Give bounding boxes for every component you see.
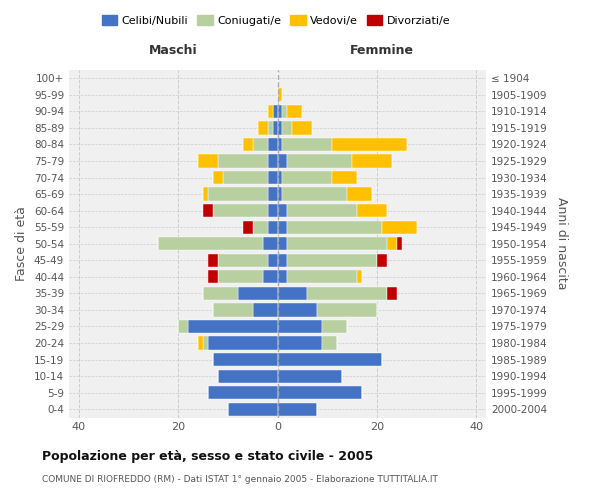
Bar [268, 122, 272, 134]
Bar [287, 220, 382, 234]
Bar [277, 154, 287, 168]
Bar [263, 270, 277, 283]
Bar [203, 287, 238, 300]
Bar [277, 88, 283, 102]
Bar [277, 104, 283, 118]
Bar [287, 154, 352, 168]
Bar [277, 370, 342, 383]
Bar [347, 188, 372, 200]
Bar [208, 188, 268, 200]
Bar [397, 237, 401, 250]
Bar [268, 204, 277, 218]
Bar [277, 138, 283, 151]
Bar [277, 254, 287, 267]
Bar [213, 353, 277, 366]
Bar [203, 188, 208, 200]
Bar [263, 237, 277, 250]
Bar [277, 122, 283, 134]
Y-axis label: Fasce di età: Fasce di età [16, 206, 28, 281]
Bar [268, 254, 277, 267]
Bar [223, 171, 268, 184]
Bar [332, 171, 357, 184]
Bar [387, 237, 397, 250]
Bar [203, 336, 208, 349]
Bar [208, 254, 218, 267]
Bar [158, 237, 263, 250]
Bar [283, 122, 292, 134]
Bar [357, 204, 387, 218]
Bar [283, 104, 287, 118]
Bar [277, 320, 322, 333]
Bar [277, 386, 362, 400]
Bar [218, 370, 277, 383]
Text: Femmine: Femmine [350, 44, 414, 57]
Bar [208, 386, 277, 400]
Bar [277, 237, 287, 250]
Bar [218, 270, 263, 283]
Bar [208, 336, 277, 349]
Bar [357, 270, 362, 283]
Bar [287, 104, 302, 118]
Bar [188, 320, 277, 333]
Bar [198, 336, 203, 349]
Bar [307, 287, 387, 300]
Bar [377, 254, 387, 267]
Bar [272, 104, 277, 118]
Bar [277, 287, 307, 300]
Bar [213, 204, 268, 218]
Bar [277, 336, 322, 349]
Bar [268, 220, 277, 234]
Bar [283, 138, 332, 151]
Bar [257, 122, 268, 134]
Bar [287, 270, 357, 283]
Text: Popolazione per età, sesso e stato civile - 2005: Popolazione per età, sesso e stato civil… [42, 450, 373, 463]
Bar [292, 122, 312, 134]
Bar [317, 304, 377, 316]
Bar [287, 237, 387, 250]
Bar [213, 171, 223, 184]
Bar [268, 154, 277, 168]
Bar [277, 188, 283, 200]
Bar [268, 104, 272, 118]
Bar [277, 270, 287, 283]
Bar [387, 287, 397, 300]
Legend: Celibi/Nubili, Coniugati/e, Vedovi/e, Divorziati/e: Celibi/Nubili, Coniugati/e, Vedovi/e, Di… [97, 10, 455, 30]
Bar [218, 254, 268, 267]
Bar [287, 254, 377, 267]
Bar [243, 138, 253, 151]
Bar [228, 402, 277, 416]
Bar [203, 204, 213, 218]
Text: Maschi: Maschi [149, 44, 197, 57]
Bar [178, 320, 188, 333]
Bar [277, 171, 283, 184]
Bar [277, 353, 382, 366]
Bar [277, 204, 287, 218]
Bar [277, 304, 317, 316]
Bar [283, 188, 347, 200]
Bar [352, 154, 392, 168]
Bar [213, 304, 253, 316]
Bar [272, 122, 277, 134]
Bar [277, 402, 317, 416]
Bar [382, 220, 416, 234]
Bar [283, 171, 332, 184]
Bar [218, 154, 268, 168]
Bar [198, 154, 218, 168]
Bar [243, 220, 253, 234]
Bar [277, 220, 287, 234]
Bar [268, 138, 277, 151]
Bar [253, 138, 268, 151]
Bar [268, 188, 277, 200]
Bar [287, 204, 357, 218]
Text: COMUNE DI RIOFREDDO (RM) - Dati ISTAT 1° gennaio 2005 - Elaborazione TUTTITALIA.: COMUNE DI RIOFREDDO (RM) - Dati ISTAT 1°… [42, 475, 438, 484]
Bar [332, 138, 407, 151]
Bar [322, 336, 337, 349]
Bar [253, 220, 268, 234]
Bar [322, 320, 347, 333]
Bar [268, 171, 277, 184]
Bar [253, 304, 277, 316]
Bar [208, 270, 218, 283]
Y-axis label: Anni di nascita: Anni di nascita [556, 198, 568, 290]
Bar [238, 287, 277, 300]
